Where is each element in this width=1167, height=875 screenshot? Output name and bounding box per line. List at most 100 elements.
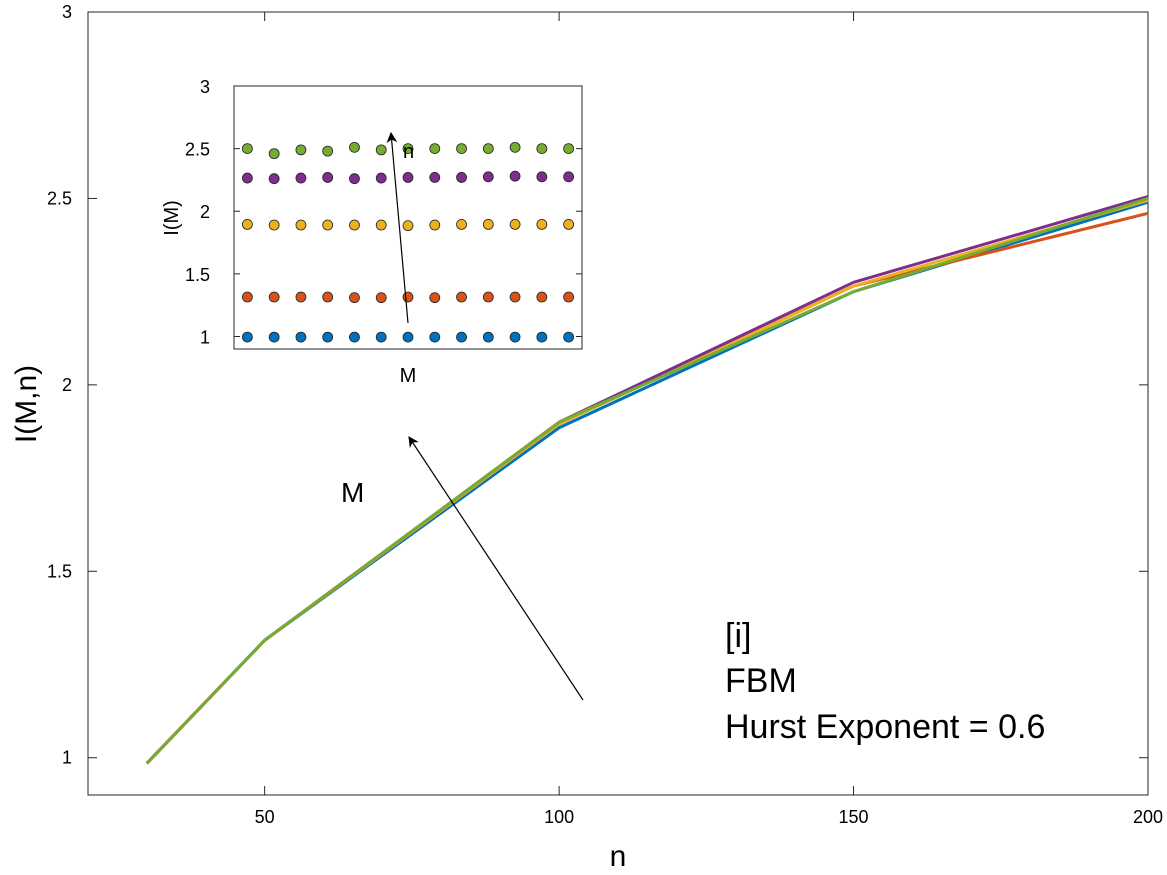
inset-point-s4: [322, 172, 334, 183]
inset-point-s1: [536, 331, 548, 343]
inset-x-axis-title: M: [400, 365, 417, 387]
main-x-tick-label: 200: [1133, 807, 1163, 827]
inset-point-s1: [268, 331, 280, 343]
main-x-tick-label: 150: [839, 807, 869, 827]
inset-point-s3: [563, 218, 575, 230]
inset-point-s3: [349, 219, 360, 231]
inset-point-s2: [322, 291, 334, 303]
n-arrow-label: n: [403, 141, 414, 163]
inset-point-s3: [402, 220, 414, 232]
inset-y-tick-label: 1: [200, 327, 210, 347]
inset-point-s4: [456, 172, 467, 183]
inset-point-s4: [402, 172, 414, 183]
inset-point-s2: [375, 292, 387, 304]
inset-y-tick-label: 1.5: [185, 265, 210, 285]
inset-point-s3: [509, 218, 521, 230]
inset-point-s1: [429, 331, 441, 343]
main-y-tick-label: 1.5: [47, 561, 72, 581]
inset-point-s5: [429, 143, 441, 155]
inset-point-s5: [295, 144, 307, 156]
inset-point-s4: [295, 172, 307, 184]
main-y-tick-label: 2.5: [47, 188, 72, 208]
inset-point-s2: [563, 291, 575, 303]
inset-point-s4: [509, 170, 521, 182]
inset-point-s3: [536, 218, 548, 230]
inset-point-s5: [241, 143, 253, 155]
inset-point-s4: [482, 171, 494, 183]
inset-point-s4: [268, 173, 280, 185]
main-y-tick-label: 3: [62, 2, 72, 22]
main-y-tick-label: 1: [62, 748, 72, 768]
inset-point-s3: [429, 219, 441, 231]
inset-point-s3: [456, 218, 467, 230]
series-line-5: [145, 196, 1149, 765]
inset-point-s4: [349, 173, 360, 185]
m-arrow: [408, 436, 584, 701]
inset-y-tick-label: 3: [200, 77, 210, 97]
inset-point-s1: [509, 331, 521, 343]
inset-point-s5: [349, 141, 360, 153]
inset-y-ticks: 1 1.5 2 2.5 3: [185, 77, 582, 347]
inset-point-s3: [241, 218, 253, 230]
inset-point-s4: [375, 172, 387, 184]
inset-plot: 1 1.5 2 2.5 3 M I(M) n: [161, 77, 583, 387]
main-x-tick-label: 50: [255, 807, 275, 827]
inset-point-s1: [482, 331, 494, 343]
inset-point-s2: [402, 291, 414, 303]
main-x-tick-label: 100: [544, 807, 574, 827]
inset-plot-frame: [233, 85, 583, 350]
inset-point-s5: [456, 143, 467, 155]
inset-point-s1: [563, 331, 575, 343]
inset-point-s3: [268, 219, 280, 231]
inset-point-s1: [349, 331, 360, 343]
inset-y-tick-label: 2: [200, 202, 210, 222]
inset-point-s2: [456, 291, 467, 303]
inset-point-s1: [322, 331, 334, 343]
inset-y-tick-label: 2.5: [185, 140, 210, 160]
inset-point-s5: [563, 143, 575, 155]
inset-y-axis-title: I(M): [161, 200, 183, 236]
inset-point-s2: [349, 292, 360, 304]
inset-point-s5: [536, 143, 548, 155]
inset-point-s4: [429, 172, 441, 183]
m-arrow-label: M: [341, 477, 364, 508]
inset-point-s4: [536, 171, 548, 183]
note-line-2: FBM: [725, 662, 797, 700]
inset-point-s1: [241, 331, 253, 343]
inset-series-points: [241, 141, 575, 343]
inset-point-s5: [268, 148, 280, 160]
inset-point-s3: [375, 219, 387, 231]
main-y-axis-title: I(M,n): [10, 365, 43, 443]
inset-point-s2: [268, 291, 280, 303]
inset-point-s2: [509, 291, 521, 303]
main-x-ticks: 50 100 150 200: [255, 12, 1163, 827]
inset-point-s5: [402, 143, 414, 155]
inset-point-s4: [563, 171, 575, 183]
n-arrow: [386, 131, 409, 324]
inset-point-s5: [482, 143, 494, 155]
inset-point-s3: [482, 218, 494, 230]
inset-point-s2: [482, 291, 494, 303]
inset-point-s1: [375, 331, 387, 343]
inset-point-s2: [429, 292, 441, 304]
inset-point-s1: [456, 331, 467, 343]
main-plot: 50 100 150 200 1 1.5 2 2.5 3 n I(M,n) M [i] FBM…: [10, 2, 1163, 873]
main-series-lines: [145, 195, 1149, 765]
main-y-ticks: 1 1.5 2 2.5 3: [47, 2, 1148, 768]
note-line-3: Hurst Exponent = 0.6: [725, 708, 1045, 746]
inset-point-s1: [295, 331, 307, 343]
inset-point-s5: [375, 144, 387, 156]
note-line-1: [i]: [725, 617, 751, 655]
inset-point-s5: [509, 141, 521, 153]
inset-point-s5: [322, 145, 334, 157]
inset-point-s3: [322, 219, 334, 231]
inset-point-s4: [241, 172, 253, 184]
inset-point-s1: [402, 331, 414, 343]
inset-point-s3: [295, 219, 307, 231]
inset-point-s2: [536, 291, 548, 303]
main-x-axis-title: n: [610, 840, 627, 873]
inset-point-s2: [241, 291, 253, 303]
main-y-tick-label: 2: [62, 375, 72, 395]
inset-point-s2: [295, 291, 307, 303]
